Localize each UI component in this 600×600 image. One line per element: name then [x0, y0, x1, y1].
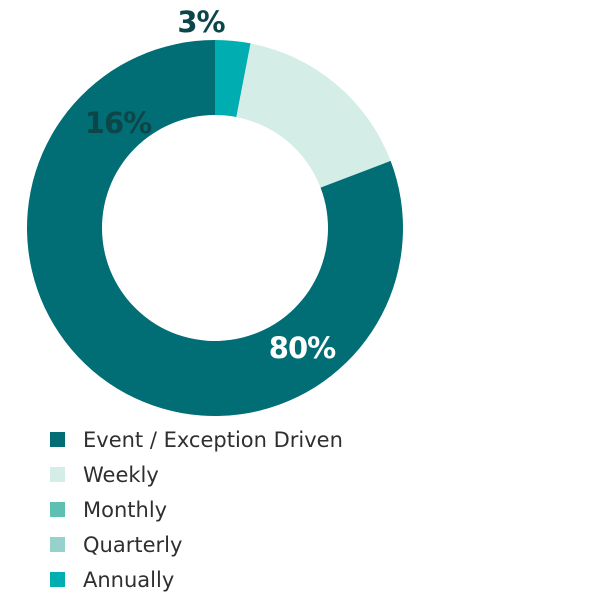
chart-legend: Event / Exception Driven Weekly Monthly Qua… [50, 422, 343, 597]
slice-0 [27, 40, 403, 416]
legend-swatch [50, 537, 65, 552]
donut-slices [27, 40, 403, 416]
legend-label: Annually [83, 567, 175, 592]
legend-label: Weekly [83, 462, 159, 487]
legend-swatch [50, 467, 65, 482]
legend-label: Monthly [83, 497, 168, 522]
legend-item: Annually [50, 562, 343, 597]
legend-item: Event / Exception Driven [50, 422, 343, 457]
legend-item: Monthly [50, 492, 343, 527]
legend-swatch [50, 432, 65, 447]
legend-item: Weekly [50, 457, 343, 492]
slice-label-1: 16% [85, 106, 152, 140]
legend-swatch [50, 572, 65, 587]
slice-label-0: 80% [269, 331, 336, 365]
slice-labels: 80% 16% 3% [85, 5, 337, 365]
legend-label: Quarterly [83, 532, 183, 557]
slice-4 [215, 40, 251, 118]
legend-label: Event / Exception Driven [83, 427, 343, 452]
slice-label-4: 3% [177, 5, 225, 39]
legend-item: Quarterly [50, 527, 343, 562]
slice-1 [236, 43, 391, 188]
legend-swatch [50, 502, 65, 517]
